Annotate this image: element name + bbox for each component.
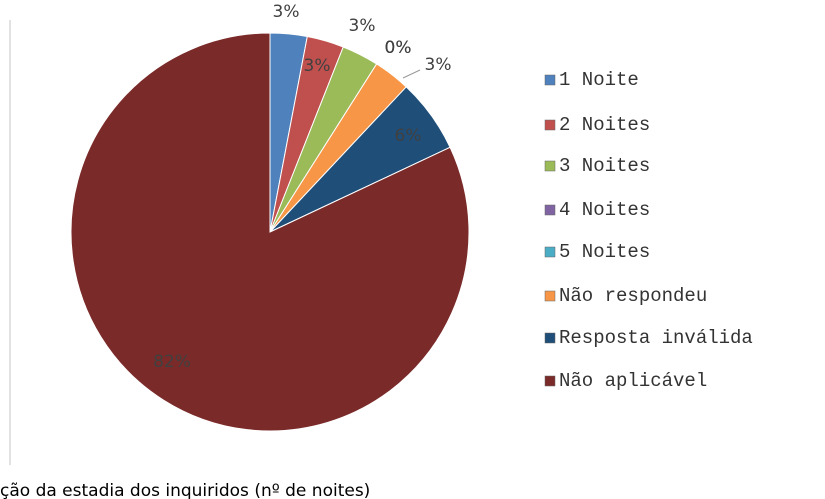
value-label: 6% — [395, 126, 422, 146]
legend-swatch — [544, 204, 556, 216]
legend-label: 3 Noites — [559, 155, 650, 177]
value-label: 3% — [273, 2, 300, 22]
legend-swatch — [544, 74, 556, 86]
pie-slice — [70, 32, 470, 432]
value-label: 3% — [425, 55, 452, 75]
legend-swatch — [544, 160, 556, 172]
legend-label: 5 Noites — [559, 241, 650, 263]
legend-label: 1 Noite — [559, 69, 639, 91]
legend-swatch — [544, 119, 556, 131]
legend-label: Não respondeu — [559, 285, 707, 307]
legend-label: Resposta inválida — [559, 327, 753, 349]
value-label: 82% — [153, 352, 191, 372]
legend-swatch — [544, 375, 556, 387]
value-label: 3% — [349, 16, 376, 36]
value-label: 3% — [304, 56, 331, 76]
legend-label: Não aplicável — [559, 370, 707, 392]
legend-swatch — [544, 332, 556, 344]
caption: ção da estadia dos inquiridos (nº de noi… — [0, 481, 370, 499]
leader-line — [402, 69, 421, 79]
legend-label: 2 Noites — [559, 114, 650, 136]
legend-swatch — [544, 246, 556, 258]
legend-label: 4 Noites — [559, 199, 650, 221]
legend-swatch — [544, 290, 556, 302]
value-label: 0% — [385, 38, 412, 58]
value-label: 0% — [385, 38, 412, 58]
